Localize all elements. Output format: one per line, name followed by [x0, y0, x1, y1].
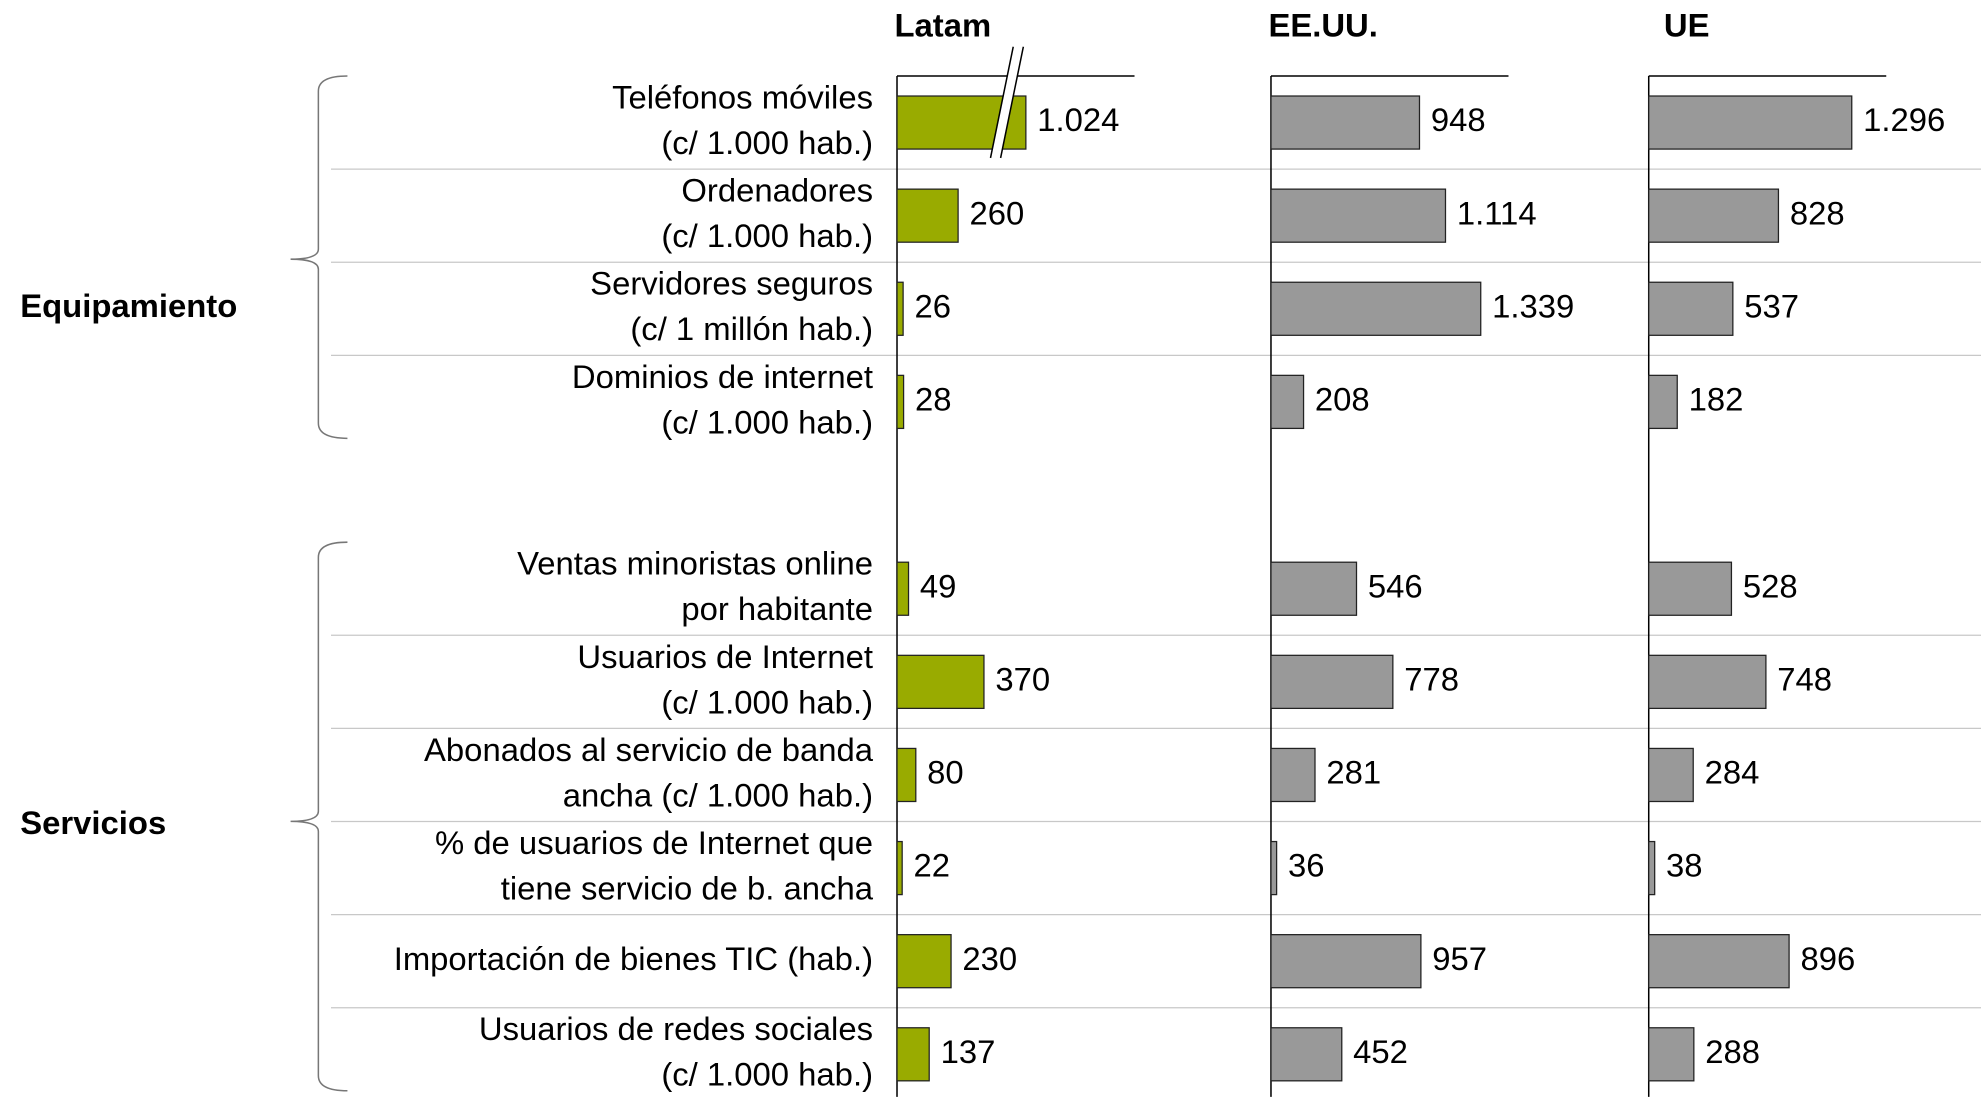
bar	[1270, 188, 1447, 243]
value-label: 1.024	[1037, 101, 1119, 138]
value-label: 22	[914, 847, 951, 884]
value-label: 528	[1743, 567, 1798, 604]
bar	[896, 281, 904, 336]
panel-header: UE	[1664, 7, 1710, 44]
bar	[1648, 747, 1694, 803]
bar	[896, 374, 905, 430]
category-label: Abonados al servicio de banda	[424, 731, 874, 768]
group-label: Servicios	[20, 804, 166, 841]
value-label: 49	[920, 567, 957, 604]
category-label: Dominios de internet	[572, 358, 873, 395]
value-label: 208	[1315, 381, 1370, 418]
value-label: 38	[1666, 847, 1703, 884]
bar	[1270, 654, 1394, 710]
bar	[896, 934, 952, 989]
value-label: 896	[1800, 940, 1855, 977]
value-label: 452	[1353, 1033, 1408, 1070]
bar	[896, 654, 985, 710]
bar	[1270, 281, 1482, 336]
value-label: 284	[1705, 754, 1760, 791]
value-label: 778	[1404, 661, 1459, 698]
bar	[896, 1027, 930, 1082]
category-label: (c/ 1.000 hab.)	[661, 683, 873, 720]
axis-break-mark	[999, 46, 1025, 159]
value-label: 948	[1431, 101, 1486, 138]
category-label: (c/ 1 millón hab.)	[630, 310, 873, 347]
bar	[896, 561, 910, 616]
bar	[1648, 654, 1767, 710]
value-label: 748	[1777, 661, 1832, 698]
category-label: por habitante	[681, 590, 873, 627]
bar	[896, 188, 959, 243]
bar	[1270, 840, 1278, 896]
bar	[896, 747, 917, 803]
category-label: (c/ 1.000 hab.)	[661, 217, 873, 254]
value-label: 957	[1432, 940, 1487, 977]
value-label: 546	[1368, 567, 1423, 604]
value-label: 26	[914, 287, 951, 324]
category-label: Ordenadores	[681, 172, 873, 209]
value-label: 260	[969, 194, 1024, 231]
value-label: 36	[1288, 847, 1325, 884]
category-label: Usuarios de Internet	[577, 638, 873, 675]
value-label: 1.114	[1457, 194, 1537, 231]
group-brace	[290, 541, 348, 1092]
bar	[1648, 95, 1853, 150]
panel-header: EE.UU.	[1268, 7, 1377, 44]
category-label: (c/ 1.000 hab.)	[661, 124, 873, 161]
value-label: 182	[1689, 381, 1744, 418]
category-label: % de usuarios de Internet que	[435, 824, 873, 861]
panel-header: Latam	[894, 7, 991, 44]
bar	[1270, 374, 1305, 430]
category-label: Usuarios de redes sociales	[479, 1010, 873, 1047]
value-label: 281	[1326, 754, 1381, 791]
bar	[1648, 188, 1780, 243]
bar	[1648, 934, 1790, 989]
value-label: 370	[995, 661, 1050, 698]
bar	[1270, 561, 1358, 616]
category-label: Ventas minoristas online	[517, 545, 873, 582]
bar	[1270, 747, 1316, 803]
value-label: 1.296	[1863, 101, 1945, 138]
value-label: 230	[962, 940, 1017, 977]
value-label: 1.339	[1492, 287, 1574, 324]
bar	[1648, 281, 1734, 336]
bar	[1270, 934, 1422, 989]
bar	[1648, 374, 1678, 430]
value-label: 828	[1790, 194, 1845, 231]
category-label: Importación de bienes TIC (hab.)	[394, 940, 873, 977]
value-label: 80	[927, 754, 964, 791]
bar	[1648, 840, 1656, 896]
value-label: 28	[915, 381, 952, 418]
bar	[1648, 561, 1733, 616]
value-label: 537	[1744, 287, 1799, 324]
category-label: ancha (c/ 1.000 hab.)	[563, 776, 873, 813]
group-label: Equipamiento	[20, 287, 237, 324]
bar	[896, 840, 903, 896]
axis-break-gap	[990, 46, 1024, 158]
category-label: (c/ 1.000 hab.)	[661, 403, 873, 440]
bar	[1270, 1027, 1343, 1082]
bar	[1270, 95, 1421, 150]
category-label: Teléfonos móviles	[612, 78, 873, 115]
bar	[1648, 1027, 1695, 1082]
category-label: (c/ 1.000 hab.)	[661, 1056, 873, 1093]
category-label: Servidores seguros	[590, 265, 873, 302]
value-label: 137	[941, 1033, 996, 1070]
axis-break-mark	[989, 46, 1014, 159]
group-brace	[290, 75, 348, 440]
value-label: 288	[1705, 1033, 1760, 1070]
category-label: tiene servicio de b. ancha	[501, 869, 874, 906]
